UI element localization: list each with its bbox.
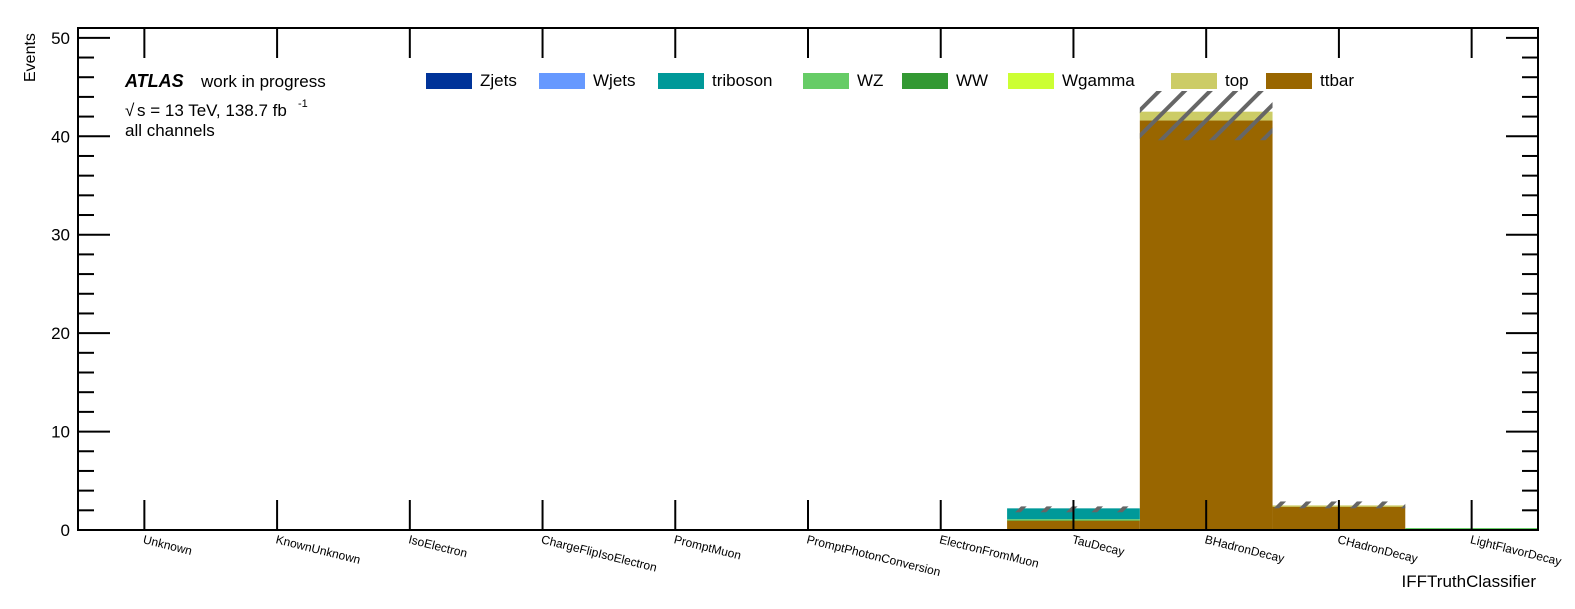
legend-swatch-triboson	[658, 73, 704, 89]
legend-label-Wjets: Wjets	[593, 71, 636, 90]
sqrt-symbol: √	[125, 101, 135, 120]
legend-label-WW: WW	[956, 71, 988, 90]
channel-label: all channels	[125, 121, 215, 140]
x-tick-label: BHadronDecay	[1203, 532, 1285, 565]
x-tick-labels: Unknown KnownUnknown IsoElectron ChargeFlip…	[142, 532, 1563, 579]
x-tick-label: ElectronFromMuon	[938, 532, 1040, 570]
x-tick-label: KnownUnknown	[274, 532, 362, 567]
legend-label-Zjets: Zjets	[480, 71, 517, 90]
x-tick-label: CHadronDecay	[1336, 532, 1419, 565]
x-tick-label: PromptMuon	[673, 532, 743, 562]
uncertainty-band-BHadronDecay	[1139, 90, 1273, 141]
y-tick-label: 50	[51, 29, 70, 48]
x-tick-label: LightFlavorDecay	[1469, 532, 1563, 568]
legend-swatch-WW	[902, 73, 948, 89]
x-tick-label: TauDecay	[1071, 532, 1126, 558]
legend-label-Wgamma: Wgamma	[1062, 71, 1135, 90]
x-tick-label: Unknown	[142, 532, 194, 558]
y-tick-label: 0	[61, 521, 70, 540]
x-tick-label: IsoElectron	[407, 532, 469, 560]
y-tick-label: 30	[51, 226, 70, 245]
legend-swatch-top	[1171, 73, 1217, 89]
plot-frame	[77, 27, 1539, 531]
atlas-label: ATLAS	[124, 71, 184, 91]
x-axis-label: IFFTruthClassifier	[1402, 572, 1537, 591]
x-tick-label: PromptPhotonConversion	[805, 532, 942, 579]
axes: 0 10 20 30 40 50	[51, 27, 1539, 540]
y-tick-label: 40	[51, 127, 70, 146]
legend-swatch-Wgamma	[1008, 73, 1054, 89]
y-axis-label: Events	[22, 33, 39, 82]
legend: Zjets Wjets triboson WZ WW Wgamma top ttbar	[426, 71, 1354, 90]
y-tick-label: 10	[51, 423, 70, 442]
legend-swatch-Wjets	[539, 73, 585, 89]
legend-label-WZ: WZ	[857, 71, 883, 90]
legend-label-triboson: triboson	[712, 71, 772, 90]
legend-label-top: top	[1225, 71, 1249, 90]
x-tick-label: ChargeFlipIsoElectron	[540, 532, 659, 574]
bars	[1007, 111, 1538, 531]
legend-swatch-Zjets	[426, 73, 472, 89]
lumi-exponent: -1	[298, 98, 308, 110]
energy-label: s = 13 TeV, 138.7 fb	[137, 101, 287, 120]
y-tick-label: 20	[51, 324, 70, 343]
legend-swatch-WZ	[803, 73, 849, 89]
status-label: work in progress	[200, 72, 326, 91]
legend-label-ttbar: ttbar	[1320, 71, 1354, 90]
legend-swatch-ttbar	[1266, 73, 1312, 89]
bar-ttbar-BHadronDecay	[1139, 120, 1273, 531]
